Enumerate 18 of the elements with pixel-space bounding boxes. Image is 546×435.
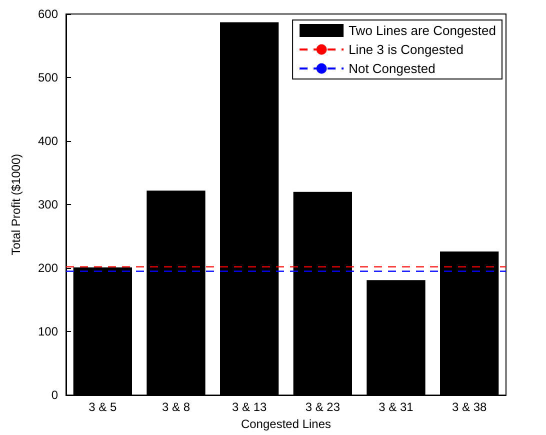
- x-tick-label: 3 & 5: [88, 400, 117, 414]
- y-tick-label: 200: [38, 261, 58, 276]
- legend-label: Line 3 is Congested: [348, 42, 464, 57]
- y-tick-label: 400: [38, 134, 58, 148]
- legend-label: Not Congested: [348, 61, 436, 76]
- x-tick-label: 3 & 8: [162, 400, 190, 414]
- y-axis-title: Total Profit ($1000): [9, 154, 23, 256]
- y-tick-label: 100: [38, 324, 58, 339]
- x-tick-label: 3 & 31: [378, 400, 414, 414]
- y-tick-label: 600: [38, 7, 58, 21]
- y-tick-label: 0: [51, 388, 58, 402]
- legend-label: Two Lines are Congested: [348, 23, 496, 38]
- x-axis-title: Congested Lines: [240, 417, 332, 431]
- y-tick-label: 300: [38, 198, 58, 212]
- x-tick-label: 3 & 23: [305, 400, 340, 414]
- x-tick-label: 3 & 13: [232, 400, 267, 414]
- x-tick-label: 3 & 38: [452, 400, 487, 414]
- y-tick-label: 500: [38, 70, 58, 85]
